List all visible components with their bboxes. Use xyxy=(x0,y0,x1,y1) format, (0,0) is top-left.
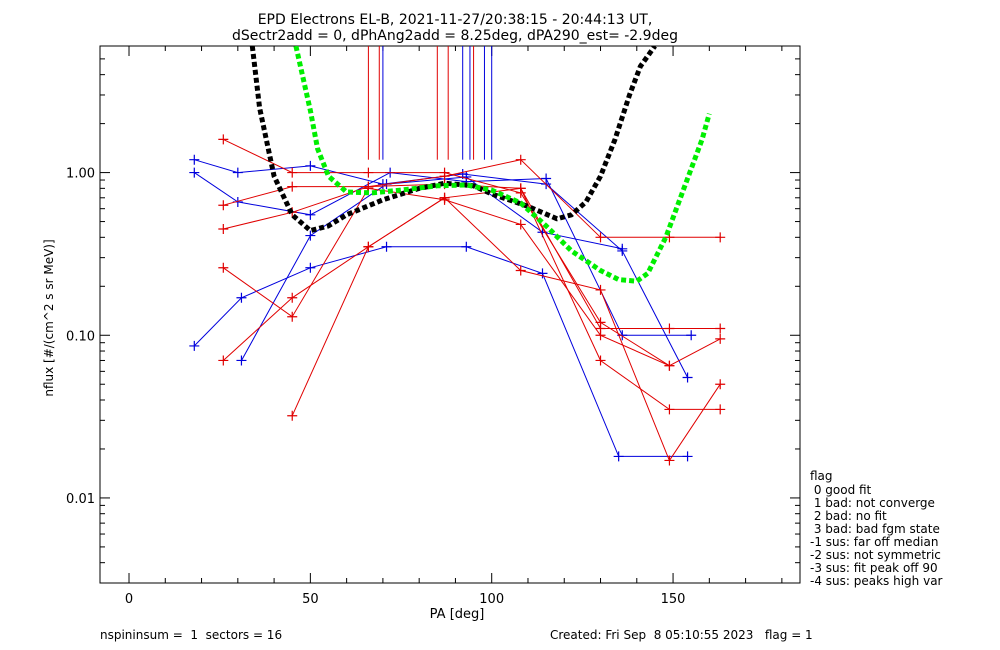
data-point xyxy=(287,410,298,421)
y-tick-label: 0.10 xyxy=(66,329,95,344)
data-point xyxy=(537,268,548,279)
data-point xyxy=(686,330,697,341)
fit-curve-black xyxy=(249,46,657,234)
data-point xyxy=(305,209,316,220)
data-point xyxy=(715,323,726,334)
footer-left: nspininsum = 1 sectors = 16 xyxy=(100,628,282,642)
data-point xyxy=(439,192,450,203)
x-axis-label: PA [deg] xyxy=(430,607,485,622)
data-point xyxy=(236,355,247,366)
series-line xyxy=(291,187,721,417)
series-line xyxy=(222,197,721,462)
data-point xyxy=(236,292,247,303)
data-point xyxy=(595,232,606,243)
legend-item: -4 sus: peaks high var xyxy=(810,574,943,588)
data-point xyxy=(287,311,298,322)
data-point xyxy=(715,232,726,243)
data-point xyxy=(189,154,200,165)
data-point xyxy=(305,230,316,241)
legend-item: -2 sus: not symmetric xyxy=(810,548,941,562)
data-point xyxy=(515,183,526,194)
data-point xyxy=(305,262,316,273)
x-tick-label: 50 xyxy=(302,592,319,607)
data-point xyxy=(715,379,726,390)
legend-item: 1 bad: not converge xyxy=(810,496,935,510)
y-axis-label: nflux [#/(cm^2 s sr MeV)] xyxy=(42,239,56,396)
data-point xyxy=(461,241,472,252)
series-line xyxy=(194,159,689,378)
data-point xyxy=(287,167,298,178)
data-point xyxy=(218,134,229,145)
data-point xyxy=(218,224,229,235)
data-point xyxy=(363,167,374,178)
chart-title: EPD Electrons EL-B, 2021-11-27/20:38:15 … xyxy=(258,12,653,28)
data-point xyxy=(515,265,526,276)
fit-curve-green xyxy=(293,46,712,284)
data-point xyxy=(515,154,526,165)
data-point xyxy=(715,333,726,344)
x-tick-label: 150 xyxy=(661,592,686,607)
data-point xyxy=(664,404,675,415)
legend-item: -1 sus: far off median xyxy=(810,535,938,549)
data-point xyxy=(595,355,606,366)
data-point xyxy=(515,219,526,230)
legend: flag 0 good fit 1 bad: not converge 2 ba… xyxy=(810,469,943,588)
data-point xyxy=(613,451,624,462)
data-point xyxy=(664,323,675,334)
legend-item: 0 good fit xyxy=(810,483,872,497)
plot-frame xyxy=(99,45,801,584)
data-point xyxy=(218,200,229,211)
legend-item: 3 bad: bad fgm state xyxy=(810,522,940,536)
series-line xyxy=(223,159,721,238)
data-point xyxy=(664,360,675,371)
data-point xyxy=(541,173,552,184)
plot-area: 0 50 100 150 0.01 0.10 1.00 xyxy=(66,45,801,607)
legend-title: flag xyxy=(810,469,833,483)
data-point xyxy=(595,284,606,295)
chart-subtitle: dSectr2add = 0, dPhAng2add = 8.25deg, dP… xyxy=(232,28,678,44)
series-line xyxy=(241,176,623,361)
data-point xyxy=(595,330,606,341)
data-point xyxy=(287,181,298,192)
data-point xyxy=(682,451,693,462)
data-point xyxy=(363,241,374,252)
data-point xyxy=(664,455,675,466)
x-tick-label: 100 xyxy=(479,592,504,607)
legend-item: -3 sus: fit peak off 90 xyxy=(810,561,938,575)
data-point xyxy=(189,167,200,178)
series-line xyxy=(193,246,688,457)
y-tick-label: 0.01 xyxy=(66,492,95,507)
data-point xyxy=(715,404,726,415)
data-point xyxy=(305,160,316,171)
data-point xyxy=(461,171,472,182)
data-point xyxy=(381,241,392,252)
data-point xyxy=(218,262,229,273)
legend-item: 2 bad: no fit xyxy=(810,509,887,523)
data-point xyxy=(682,372,693,383)
data-point xyxy=(218,355,229,366)
series-line xyxy=(223,187,721,367)
data-point xyxy=(232,167,243,178)
x-tick-label: 0 xyxy=(125,592,133,607)
series-line xyxy=(223,183,721,329)
data-point xyxy=(189,340,200,351)
data-point xyxy=(287,292,298,303)
series-line xyxy=(194,172,692,336)
y-tick-label: 1.00 xyxy=(66,167,95,182)
data-point xyxy=(617,243,628,254)
footer-right: Created: Fri Sep 8 05:10:55 2023 flag = … xyxy=(550,628,813,642)
